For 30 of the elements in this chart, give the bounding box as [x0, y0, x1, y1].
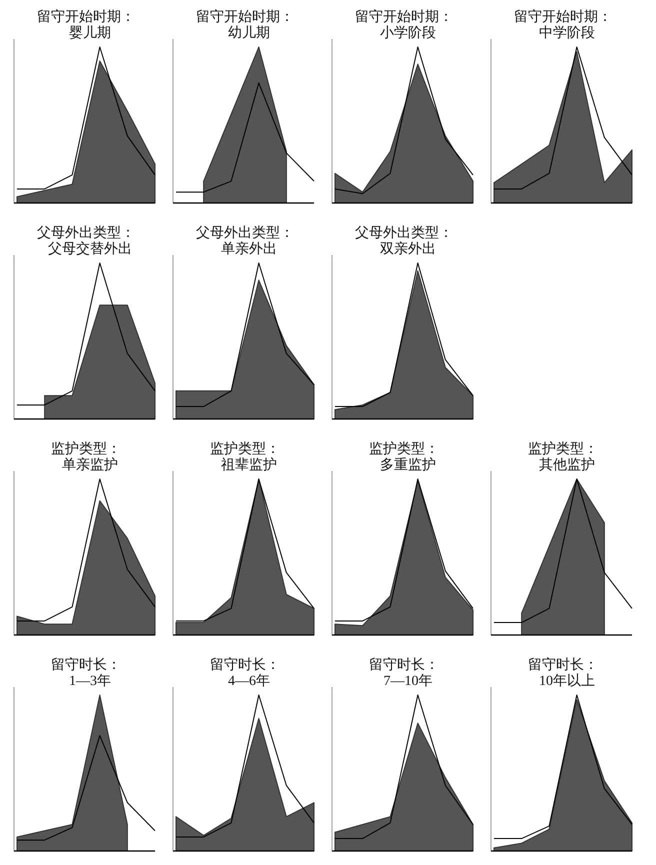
- chart-subtitle: 7—10年: [384, 673, 432, 689]
- chart-title: 父母外出类型：: [196, 225, 294, 241]
- chart-title: 监护类型：: [528, 441, 598, 457]
- chart-subtitle: 1—3年: [69, 673, 111, 689]
- chart-subtitle: 祖辈监护: [221, 457, 277, 473]
- chart-subtitle: 10年以上: [539, 673, 595, 689]
- chart-title: 留守时长：: [528, 657, 598, 673]
- chart-subtitle: 婴儿期: [69, 25, 111, 41]
- chart-title: 父母外出类型：: [355, 225, 453, 241]
- chart-subtitle: 小学阶段: [380, 25, 436, 41]
- chart-subtitle: 多重监护: [380, 457, 436, 473]
- chart-title: 留守开始时期：: [514, 9, 612, 25]
- chart-title: 父母外出类型：: [37, 225, 135, 241]
- chart-title: 留守时长：: [51, 657, 121, 673]
- chart-subtitle: 4—6年: [228, 673, 270, 689]
- chart-subtitle: 中学阶段: [539, 25, 595, 41]
- chart-title: 监护类型：: [210, 441, 280, 457]
- chart-subtitle: 单亲监护: [62, 457, 118, 473]
- chart-title: 留守开始时期：: [355, 9, 453, 25]
- chart-title: 留守开始时期：: [37, 9, 135, 25]
- chart-subtitle: 幼儿期: [228, 25, 270, 41]
- chart-title: 监护类型：: [51, 441, 121, 457]
- chart-subtitle: 单亲外出: [221, 241, 277, 257]
- chart-title: 留守时长：: [369, 657, 439, 673]
- chart-subtitle: 父母交替外出: [48, 241, 132, 257]
- chart-subtitle: 其他监护: [539, 457, 595, 473]
- chart-title: 监护类型：: [369, 441, 439, 457]
- chart-subtitle: 双亲外出: [380, 241, 436, 257]
- chart-title: 留守开始时期：: [196, 9, 294, 25]
- chart-title: 留守时长：: [210, 657, 280, 673]
